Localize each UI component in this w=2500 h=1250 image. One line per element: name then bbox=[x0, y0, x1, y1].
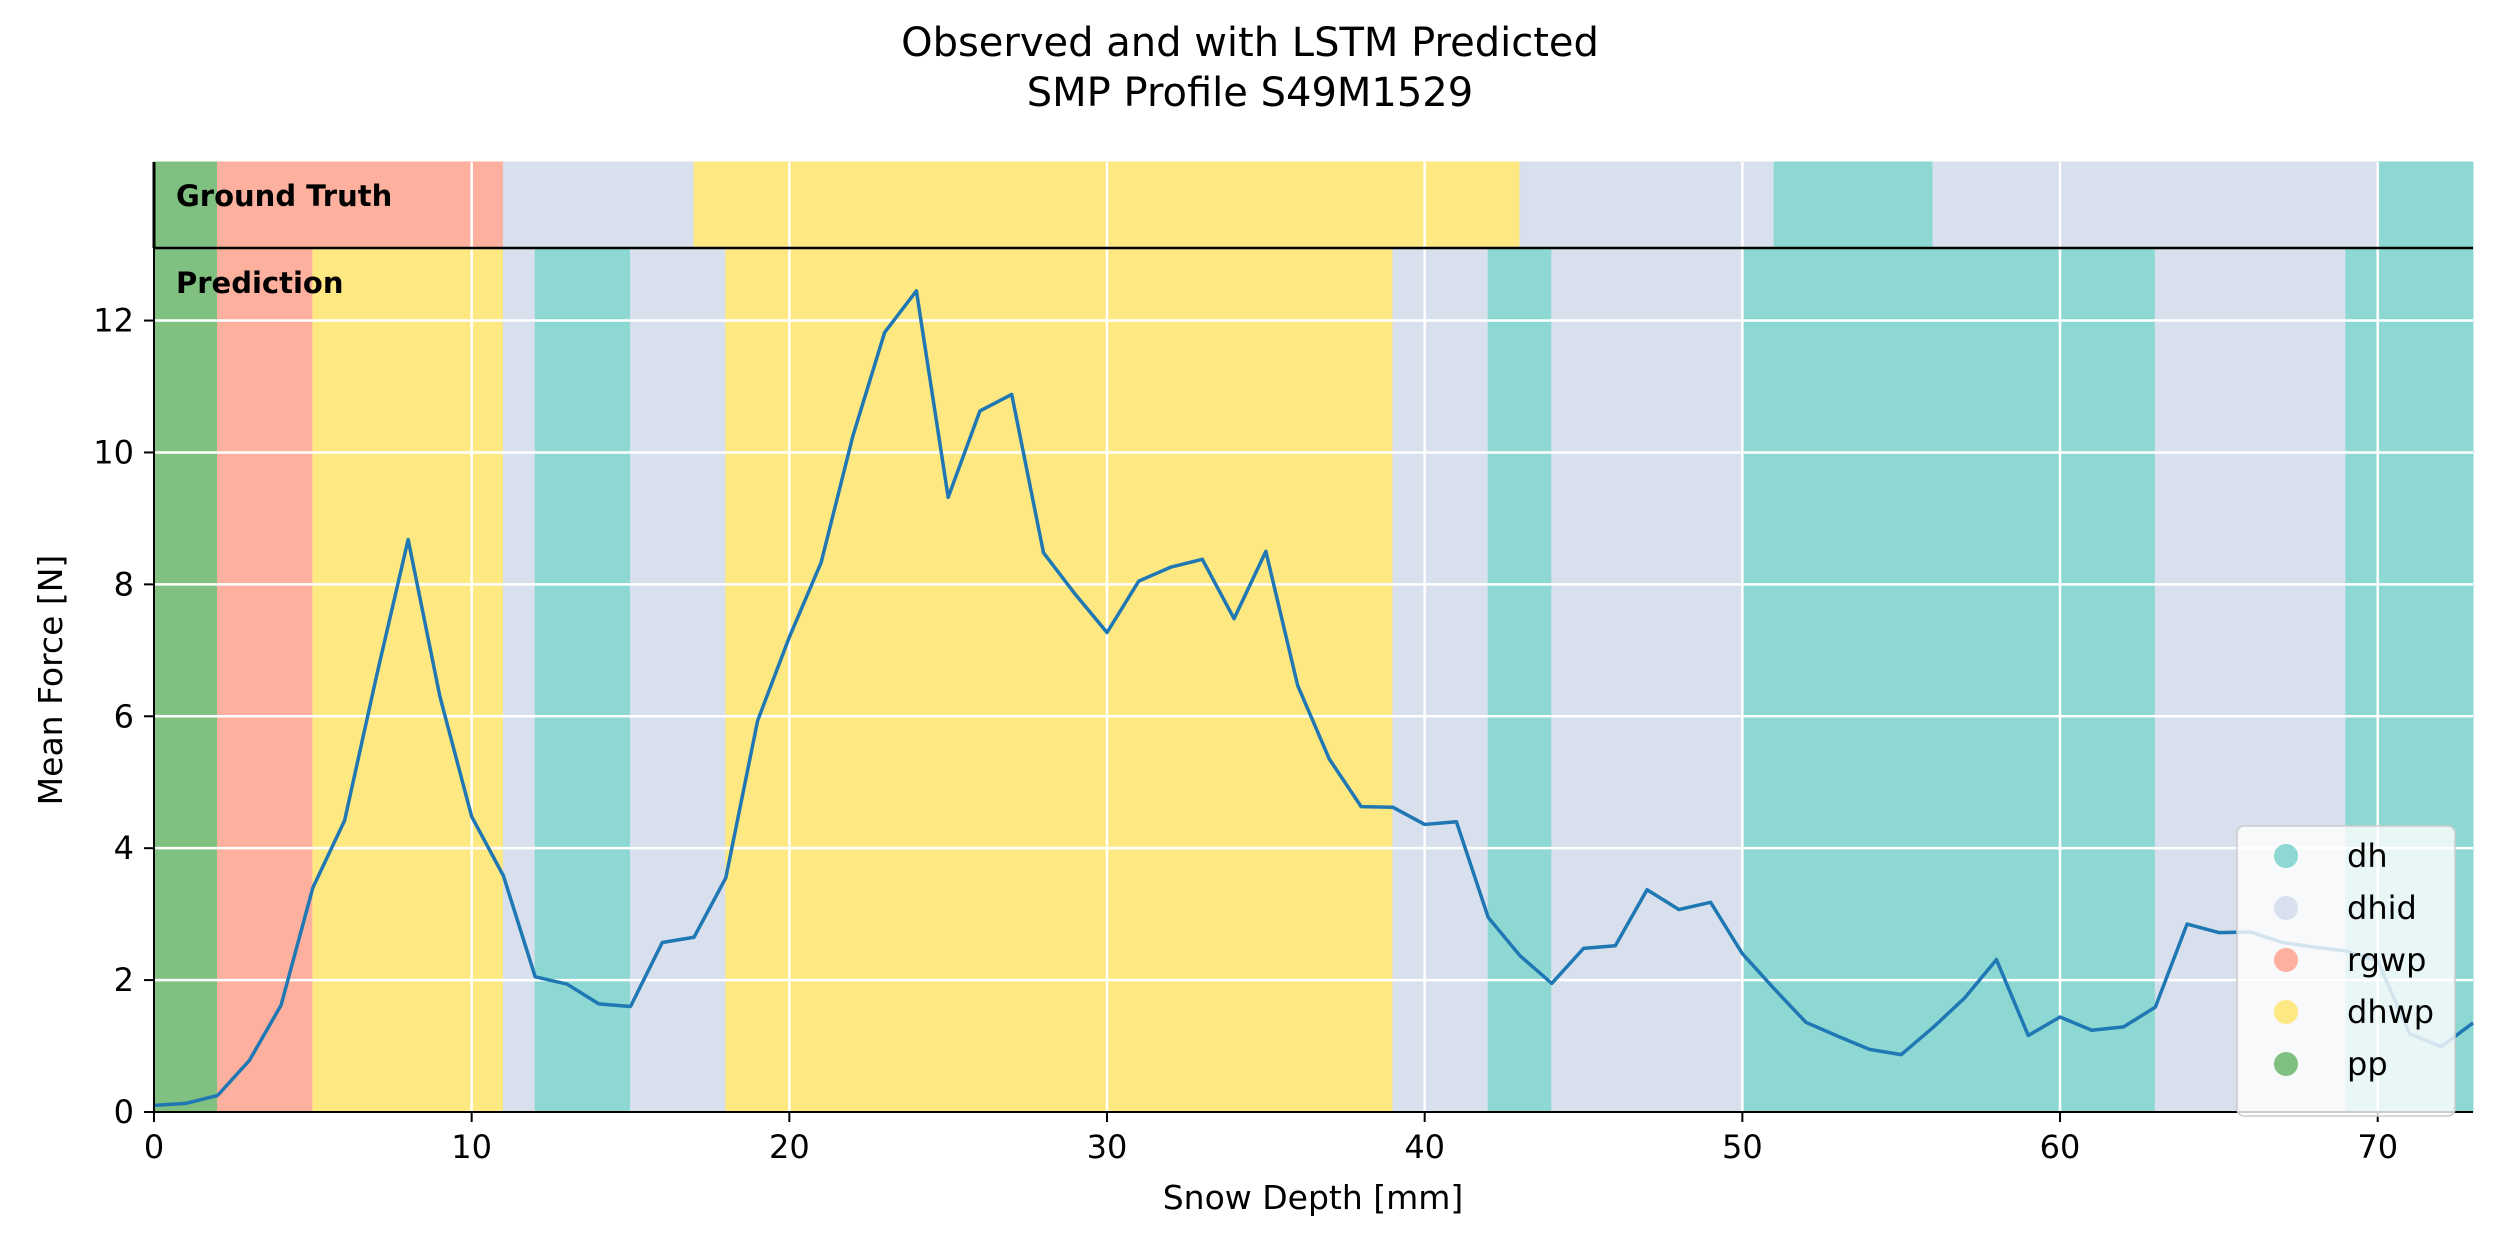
prediction-segment-dh-8 bbox=[1487, 247, 1553, 1113]
ground-truth-segment-dhid-6 bbox=[1932, 161, 2379, 249]
x-axis-ticks: 0 10 20 30 40 50 60 70 bbox=[144, 1112, 2398, 1166]
y-tick-label-4: 4 bbox=[114, 829, 134, 867]
ground-truth-label: Ground Truth bbox=[176, 179, 392, 213]
prediction-segment-dhid-3 bbox=[502, 247, 536, 1113]
x-tick-label-30: 30 bbox=[1087, 1128, 1128, 1166]
prediction-segment-dhwp-2 bbox=[312, 247, 504, 1113]
prediction-segment-dhid-5 bbox=[630, 247, 727, 1113]
legend-marker-rgwp bbox=[2274, 948, 2298, 972]
x-tick-label-0: 0 bbox=[144, 1128, 164, 1166]
series-line-mean-force bbox=[153, 289, 2475, 1108]
y-tick-label-6: 6 bbox=[114, 697, 134, 735]
y-tick-label-2: 2 bbox=[114, 961, 134, 999]
grid-lines bbox=[154, 162, 2473, 1112]
chart-title-line-2: SMP Profile S49M1529 bbox=[1027, 70, 1473, 116]
legend-marker-pp bbox=[2274, 1052, 2298, 1076]
ground-truth-segment-dhid-2 bbox=[502, 161, 695, 249]
legend-label-pp: pp bbox=[2347, 1045, 2388, 1083]
prediction-segment-dhwp-6 bbox=[725, 247, 1394, 1113]
y-tick-label-0: 0 bbox=[114, 1093, 134, 1131]
legend-label-dh: dh bbox=[2347, 837, 2388, 875]
ground-truth-segment-dhid-4 bbox=[1519, 161, 1775, 249]
prediction-segment-pp-0 bbox=[153, 247, 219, 1113]
prediction-segment-dh-10 bbox=[1741, 247, 2156, 1113]
y-tick-label-12: 12 bbox=[93, 302, 134, 340]
chart-title-line-1: Observed and with LSTM Predicted bbox=[901, 20, 1599, 66]
x-axis-label: Snow Depth [mm] bbox=[1163, 1178, 1464, 1217]
prediction-segment-dh-4 bbox=[534, 247, 632, 1113]
prediction-band bbox=[153, 247, 2474, 1113]
ground-truth-segment-pp-0 bbox=[153, 161, 219, 249]
x-tick-label-60: 60 bbox=[2040, 1128, 2081, 1166]
x-tick-label-40: 40 bbox=[1404, 1128, 1445, 1166]
legend: dh dhid rgwp dhwp pp bbox=[2236, 825, 2456, 1117]
legend-label-rgwp: rgwp bbox=[2347, 941, 2426, 979]
ground-truth-segment-dh-7 bbox=[2377, 161, 2474, 249]
ground-truth-segment-dh-5 bbox=[1773, 161, 1934, 249]
legend-marker-dh bbox=[2274, 844, 2298, 868]
x-tick-label-20: 20 bbox=[769, 1128, 810, 1166]
prediction-segment-dhid-7 bbox=[1392, 247, 1489, 1113]
ground-truth-segment-rgwp-1 bbox=[217, 161, 504, 249]
legend-label-dhwp: dhwp bbox=[2347, 993, 2434, 1031]
legend-marker-dhid bbox=[2274, 896, 2298, 920]
y-axis-ticks: 0 2 4 6 8 10 12 bbox=[93, 302, 154, 1131]
ground-truth-band bbox=[153, 161, 2474, 249]
prediction-segment-rgwp-1 bbox=[217, 247, 314, 1113]
y-axis-label: Mean Force [N] bbox=[31, 555, 70, 806]
x-tick-label-10: 10 bbox=[451, 1128, 492, 1166]
prediction-segment-dhid-9 bbox=[1551, 247, 1743, 1113]
prediction-label: Prediction bbox=[176, 266, 344, 300]
legend-marker-dhwp bbox=[2274, 1000, 2298, 1024]
legend-label-dhid: dhid bbox=[2347, 889, 2417, 927]
x-tick-label-50: 50 bbox=[1722, 1128, 1763, 1166]
y-tick-label-10: 10 bbox=[93, 433, 134, 471]
y-tick-label-8: 8 bbox=[114, 565, 134, 603]
x-tick-label-70: 70 bbox=[2357, 1128, 2398, 1166]
